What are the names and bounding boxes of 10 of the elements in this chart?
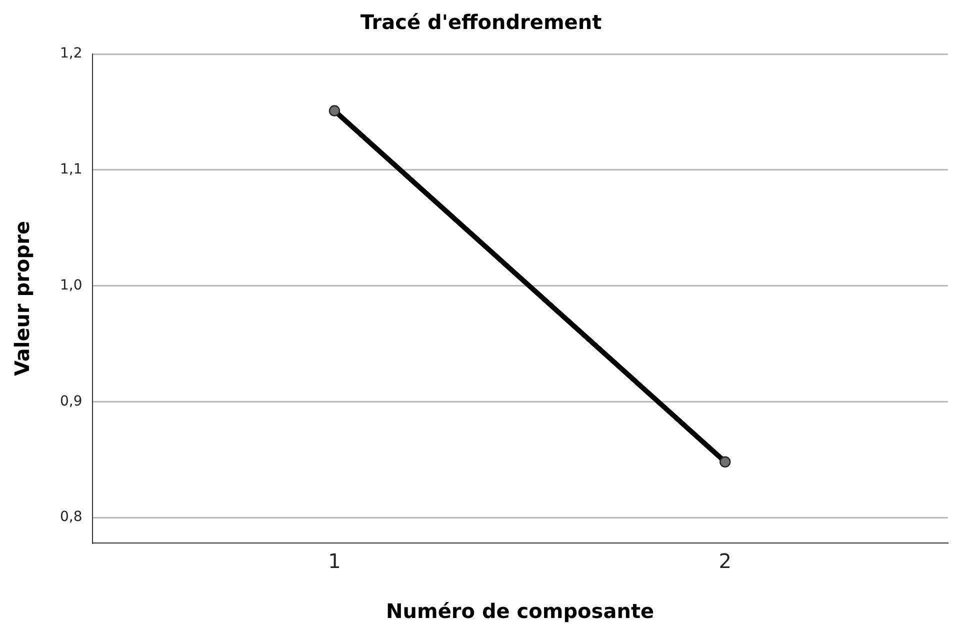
x-tick-label: 2: [718, 549, 732, 574]
y-tick-label: 1,0: [60, 277, 82, 294]
y-tick-label: 1,1: [60, 162, 82, 178]
y-tick-label: 0,9: [60, 393, 82, 410]
y-tick-label: 0,8: [60, 509, 82, 526]
chart-title: Tracé d'effondrement: [360, 10, 602, 34]
y-axis-title: Valeur propre: [10, 220, 34, 376]
x-tick-label: 1: [328, 549, 341, 574]
x-axis-title: Numéro de composante: [386, 599, 654, 624]
y-tick-label: 1,2: [60, 46, 82, 62]
